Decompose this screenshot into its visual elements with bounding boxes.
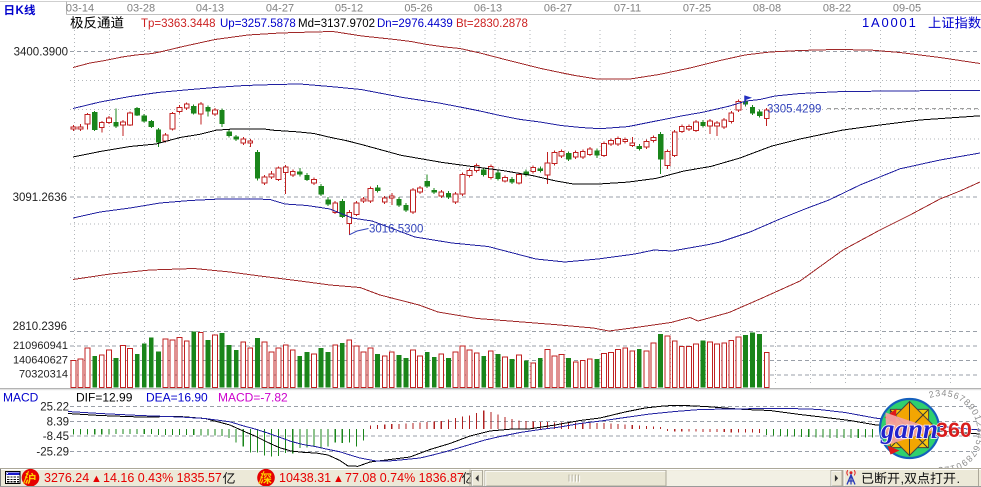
svg-text:3400.3900: 3400.3900 — [14, 47, 68, 59]
svg-text:77.08 0.74% 1836.87: 77.08 0.74% 1836.87 — [345, 471, 464, 485]
svg-text:07-25: 07-25 — [683, 3, 711, 15]
svg-text:3276.24: 3276.24 — [44, 471, 89, 485]
svg-text:Bt=2830.2878: Bt=2830.2878 — [456, 18, 528, 30]
svg-text:360: 360 — [936, 418, 972, 442]
svg-text:140640627: 140640627 — [13, 355, 68, 367]
svg-text:Dn=2976.4439: Dn=2976.4439 — [377, 18, 453, 30]
svg-text:09-05: 09-05 — [893, 3, 921, 15]
svg-text:04-27: 04-27 — [266, 3, 294, 15]
svg-text:1A0001: 1A0001 — [862, 15, 918, 30]
svg-text:Up=3257.5878: Up=3257.5878 — [220, 18, 296, 30]
svg-text:03-28: 03-28 — [127, 3, 155, 15]
svg-text:06-13: 06-13 — [474, 3, 502, 15]
svg-text:08-08: 08-08 — [753, 3, 781, 15]
svg-text:70320314: 70320314 — [19, 369, 68, 381]
svg-text:MACD=-7.82: MACD=-7.82 — [218, 391, 288, 405]
svg-text:▲: ▲ — [333, 473, 344, 485]
svg-text:10438.31: 10438.31 — [279, 471, 331, 485]
svg-text:2810.2396: 2810.2396 — [13, 321, 67, 333]
svg-text:05-26: 05-26 — [404, 3, 432, 15]
svg-text:DEA=16.90: DEA=16.90 — [146, 391, 208, 405]
svg-text:DIF=12.99: DIF=12.99 — [76, 391, 133, 405]
svg-text:▲: ▲ — [91, 473, 102, 485]
svg-text:-25.29: -25.29 — [36, 446, 69, 458]
svg-text:3305.4299: 3305.4299 — [767, 104, 821, 116]
svg-text:K: K — [16, 5, 25, 17]
svg-text:Tp=3363.3448: Tp=3363.3448 — [141, 18, 216, 30]
svg-text:,: , — [901, 471, 905, 486]
svg-text:07-11: 07-11 — [614, 3, 641, 15]
svg-text:gann: gann — [880, 414, 938, 444]
svg-text:04-13: 04-13 — [196, 3, 224, 15]
svg-text:-8.45: -8.45 — [43, 431, 69, 443]
svg-text:8.39: 8.39 — [47, 417, 69, 429]
svg-text:Md=3137.9702: Md=3137.9702 — [298, 18, 375, 30]
svg-text:25.22: 25.22 — [40, 402, 69, 414]
svg-text:210960941: 210960941 — [13, 340, 68, 352]
svg-text:.: . — [957, 471, 961, 486]
svg-text:08-22: 08-22 — [823, 3, 851, 15]
svg-text:14.16 0.43% 1835.57: 14.16 0.43% 1835.57 — [103, 471, 222, 485]
svg-text:03-14: 03-14 — [66, 3, 94, 15]
svg-text:3091.2636: 3091.2636 — [13, 192, 67, 204]
svg-text:06-27: 06-27 — [544, 3, 572, 15]
svg-text:MACD: MACD — [3, 391, 39, 405]
svg-text:3016.5300: 3016.5300 — [369, 224, 423, 236]
svg-text:05-12: 05-12 — [335, 3, 363, 15]
